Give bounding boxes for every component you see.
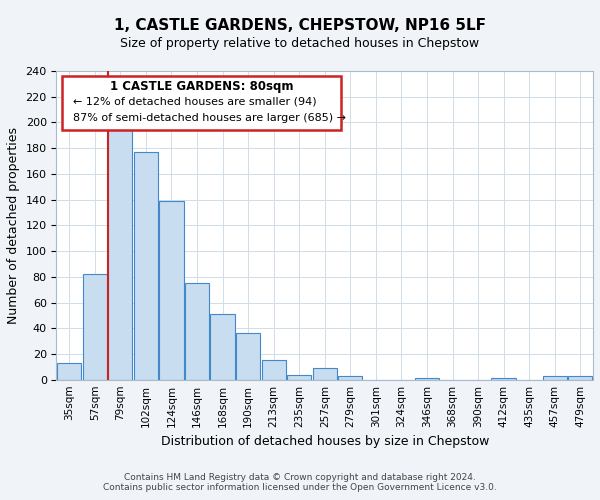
FancyBboxPatch shape — [62, 76, 341, 130]
Bar — [491, 378, 516, 380]
Bar — [108, 130, 133, 380]
Bar — [568, 376, 592, 380]
Bar — [338, 376, 362, 380]
Text: Contains HM Land Registry data © Crown copyright and database right 2024.
Contai: Contains HM Land Registry data © Crown c… — [103, 473, 497, 492]
Bar — [160, 201, 184, 380]
Bar — [313, 368, 337, 380]
Text: 1, CASTLE GARDENS, CHEPSTOW, NP16 5LF: 1, CASTLE GARDENS, CHEPSTOW, NP16 5LF — [114, 18, 486, 32]
Text: 1 CASTLE GARDENS: 80sqm: 1 CASTLE GARDENS: 80sqm — [110, 80, 293, 93]
Bar — [83, 274, 107, 380]
Text: Size of property relative to detached houses in Chepstow: Size of property relative to detached ho… — [121, 38, 479, 51]
Y-axis label: Number of detached properties: Number of detached properties — [7, 127, 20, 324]
Text: 87% of semi-detached houses are larger (685) →: 87% of semi-detached houses are larger (… — [73, 113, 346, 123]
Bar — [134, 152, 158, 380]
Bar — [57, 363, 82, 380]
Bar — [236, 334, 260, 380]
Bar — [185, 283, 209, 380]
Text: ← 12% of detached houses are smaller (94): ← 12% of detached houses are smaller (94… — [73, 96, 316, 106]
Bar — [211, 314, 235, 380]
Bar — [262, 360, 286, 380]
Bar — [287, 374, 311, 380]
Bar — [542, 376, 567, 380]
X-axis label: Distribution of detached houses by size in Chepstow: Distribution of detached houses by size … — [161, 435, 489, 448]
Bar — [415, 378, 439, 380]
